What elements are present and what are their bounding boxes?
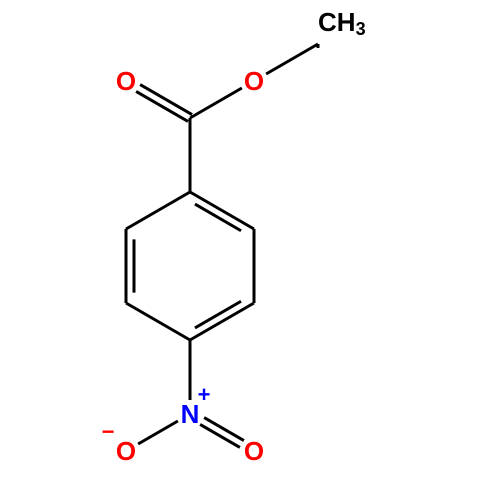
charge-plus: + (198, 382, 211, 407)
bond-line (126, 303, 190, 340)
atom-label-ch3: CH3 (318, 7, 366, 39)
charge-minus: − (102, 419, 115, 444)
atom-label-o: O (116, 436, 136, 466)
atom-label-o: O (244, 66, 264, 96)
bond-line (126, 192, 190, 229)
molecule-diagram: OOCH3N+O−O (0, 0, 500, 500)
atom-label-o: O (116, 66, 136, 96)
bond-line (190, 88, 242, 118)
bond-line (266, 44, 318, 74)
bond-line (190, 192, 254, 229)
atom-label-o: O (244, 436, 264, 466)
atom-label-n: N (181, 399, 200, 429)
bond-line (190, 303, 254, 340)
bond-line (138, 421, 178, 444)
